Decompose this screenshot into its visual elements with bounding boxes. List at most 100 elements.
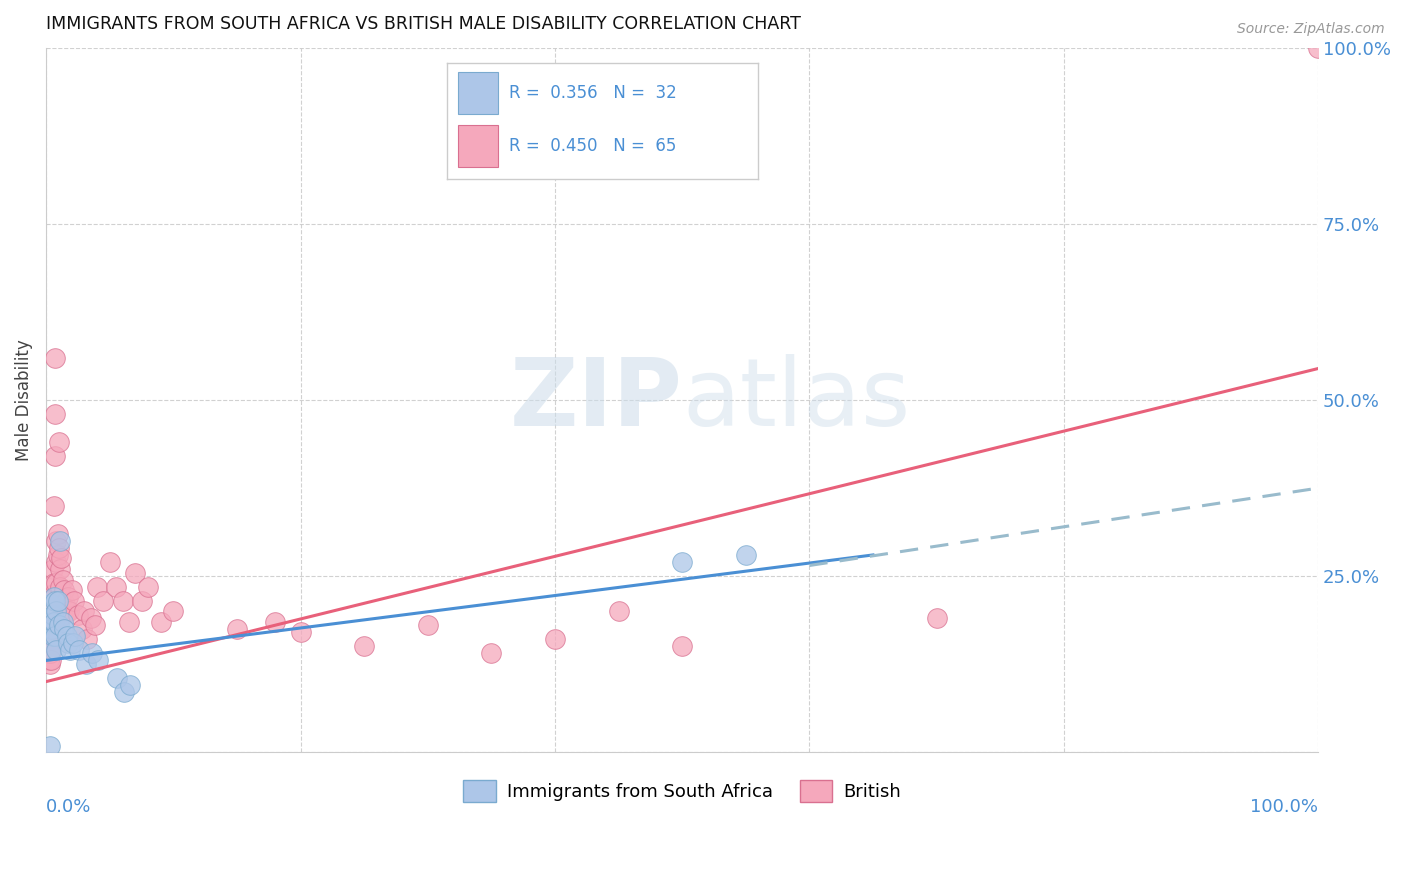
Point (226, 622, 249, 636)
Point (44, 629, 66, 643)
Point (52, 607, 75, 622)
Point (48, 541, 70, 555)
Point (93, 593, 115, 607)
Point (38, 653, 60, 667)
Point (46, 526, 69, 541)
Point (41, 622, 63, 636)
Point (42, 576, 65, 591)
Point (63, 593, 86, 607)
Point (87, 653, 110, 667)
Point (149, 615, 172, 629)
Point (42, 499, 65, 513)
Point (44, 351, 66, 365)
Legend: Immigrants from South Africa, British: Immigrants from South Africa, British (456, 773, 908, 810)
Text: ZIP: ZIP (509, 354, 682, 446)
Text: IMMIGRANTS FROM SOUTH AFRICA VS BRITISH MALE DISABILITY CORRELATION CHART: IMMIGRANTS FROM SOUTH AFRICA VS BRITISH … (46, 15, 801, 33)
Point (479, 647, 502, 661)
Point (52, 615, 75, 629)
Text: 100.0%: 100.0% (1250, 797, 1319, 815)
Point (107, 671, 129, 685)
Point (76, 632, 98, 647)
Point (734, 548, 756, 562)
Point (162, 604, 184, 618)
Point (73, 604, 96, 618)
Point (111, 593, 134, 607)
Point (38, 643, 60, 657)
Point (44, 407, 66, 421)
Point (45, 533, 67, 548)
Point (39, 597, 62, 611)
Point (70, 622, 93, 636)
Point (83, 618, 105, 632)
Point (416, 618, 439, 632)
Point (58, 604, 80, 618)
Point (39, 615, 62, 629)
Point (112, 685, 135, 699)
Point (49, 533, 72, 548)
Point (41, 629, 63, 643)
Point (80, 647, 103, 661)
Point (48, 618, 70, 632)
Point (131, 593, 153, 607)
Point (544, 632, 567, 647)
Point (46, 548, 69, 562)
Point (118, 615, 141, 629)
Point (39, 636, 62, 650)
Point (44, 450, 66, 464)
Point (38, 615, 60, 629)
Point (62, 636, 84, 650)
Point (67, 643, 90, 657)
Point (41, 587, 63, 601)
Point (120, 678, 142, 692)
Point (353, 640, 375, 654)
Point (124, 566, 146, 580)
Point (49, 580, 72, 594)
Point (86, 580, 108, 594)
Point (41, 607, 63, 622)
Point (60, 583, 83, 598)
Point (53, 622, 76, 636)
Text: 0.0%: 0.0% (46, 797, 91, 815)
Point (39, 653, 62, 667)
Point (45, 555, 67, 569)
Point (56, 636, 79, 650)
Point (51, 551, 73, 566)
Point (1308, 41, 1330, 55)
Point (80, 611, 103, 625)
Point (56, 590, 79, 604)
Point (53, 597, 76, 611)
Point (39, 622, 62, 636)
Point (671, 555, 693, 569)
Point (75, 657, 97, 671)
Point (98, 555, 121, 569)
Point (607, 604, 630, 618)
Point (39, 739, 62, 754)
Point (42, 590, 65, 604)
Text: atlas: atlas (682, 354, 911, 446)
Point (49, 562, 72, 576)
Y-axis label: Male Disability: Male Disability (15, 339, 32, 461)
Point (55, 604, 77, 618)
Point (45, 576, 67, 591)
Text: Source: ZipAtlas.com: Source: ZipAtlas.com (1237, 22, 1385, 37)
Point (290, 625, 312, 640)
Point (41, 562, 63, 576)
Point (39, 647, 62, 661)
Point (42, 615, 65, 629)
Point (39, 657, 62, 671)
Point (55, 629, 77, 643)
Point (925, 611, 948, 625)
Point (45, 643, 67, 657)
Point (671, 640, 693, 654)
Point (42, 590, 65, 604)
Point (52, 573, 75, 587)
Point (66, 607, 89, 622)
Point (44, 593, 66, 607)
Point (59, 643, 82, 657)
Point (39, 643, 62, 657)
Point (45, 604, 67, 618)
Point (53, 583, 76, 598)
Point (136, 580, 159, 594)
Point (48, 435, 70, 450)
Point (264, 615, 287, 629)
